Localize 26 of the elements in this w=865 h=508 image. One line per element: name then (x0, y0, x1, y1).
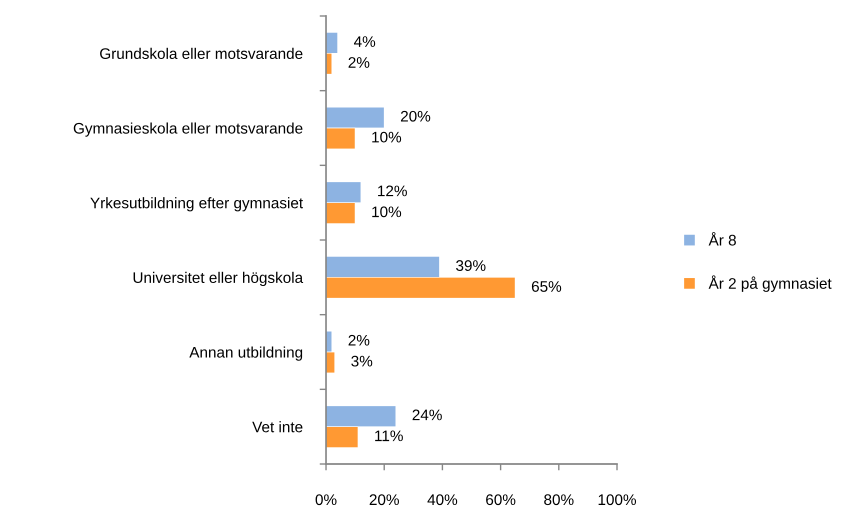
data-label: 3% (351, 356, 372, 367)
x-tick-label: 0% (316, 494, 337, 506)
x-tick-label: 100% (598, 494, 636, 506)
data-label: 39% (456, 260, 486, 271)
y-tick-label: Vet inte (252, 421, 302, 432)
data-label: 4% (354, 36, 376, 47)
data-label: 2% (348, 57, 370, 68)
data-label: 2% (348, 334, 370, 346)
legend-label: År 8 (708, 232, 736, 246)
y-tick-label: Universitet eller högskola (134, 272, 304, 286)
data-label: 10% (372, 206, 402, 218)
data-label: 65% (532, 281, 562, 292)
legend-label: År 2 på gymnasiet (708, 275, 832, 292)
x-tick-label: 80% (544, 494, 574, 506)
data-label: 12% (378, 186, 407, 196)
data-label: 10% (372, 132, 402, 143)
data-label: 11% (375, 430, 403, 442)
y-tick-label: Gymnasieskola eller motsvarande (74, 122, 302, 137)
y-tick-label: Yrkesutbildning efter gymnasiet (90, 197, 304, 212)
data-label: 20% (400, 110, 430, 122)
data-label: 24% (412, 410, 442, 420)
x-tick-label: 40% (427, 494, 458, 506)
x-tick-label: 20% (370, 494, 399, 506)
x-tick-label: 60% (486, 494, 516, 506)
y-tick-label: Grundskola eller motsvarande (100, 48, 302, 60)
y-tick-label: Annan utbildning (189, 346, 302, 361)
